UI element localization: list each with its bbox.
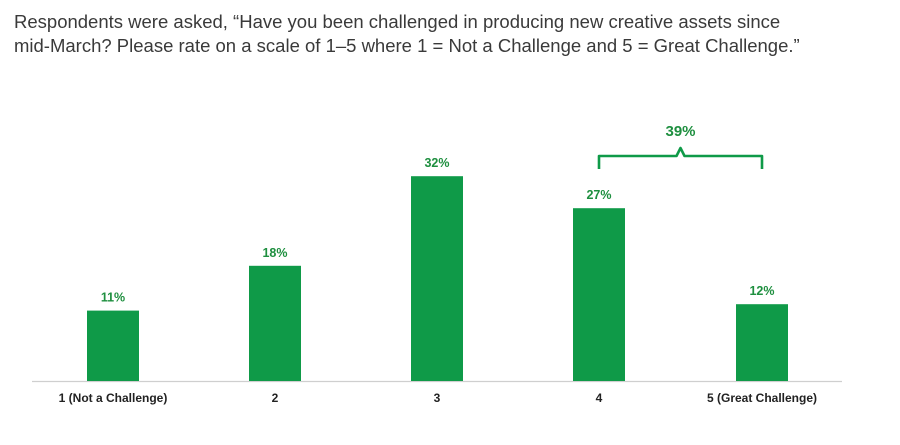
value-label-4: 27%: [586, 188, 611, 202]
category-label-4: 4: [596, 391, 603, 405]
value-label-5: 12%: [749, 284, 774, 298]
value-label-3: 32%: [424, 156, 449, 170]
category-label-5: 5 (Great Challenge): [707, 391, 817, 405]
value-label-1: 11%: [101, 291, 125, 305]
category-label-1: 1 (Not a Challenge): [59, 391, 168, 405]
question-line-1: Respondents were asked, “Have you been c…: [14, 11, 781, 32]
bracket-annotation-label: 39%: [665, 123, 695, 140]
bar-2: [249, 265, 301, 381]
question-line-2: mid-March? Please rate on a scale of 1–5…: [14, 35, 800, 56]
bar-1: [87, 310, 139, 381]
value-label-2: 18%: [262, 246, 287, 260]
category-label-2: 2: [272, 391, 279, 405]
bar-3: [411, 176, 463, 381]
bar-4: [573, 208, 625, 381]
category-label-3: 3: [434, 391, 441, 405]
bracket-annotation: [597, 146, 764, 169]
question-text: Respondents were asked, “Have you been c…: [14, 10, 894, 58]
bar-5: [736, 304, 788, 381]
